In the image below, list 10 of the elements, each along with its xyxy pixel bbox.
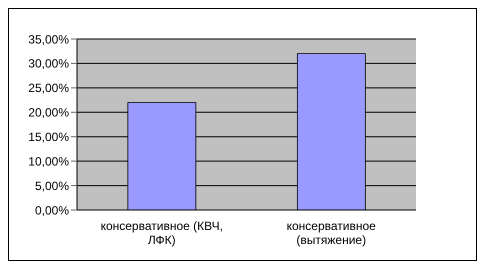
y-tick-label: 35,00% [28, 32, 70, 46]
x-tick-label: консервативное (вытяжение) [286, 219, 376, 247]
y-tick-label: 5,00% [34, 178, 70, 193]
y-tick-label: 25,00% [28, 81, 70, 96]
x-tick-label: консервативное (КВЧ, ЛФК) [100, 219, 223, 247]
y-tick-label: 0,00% [34, 203, 70, 218]
y-tick-label: 10,00% [28, 154, 70, 168]
y-tick-label: 15,00% [28, 130, 70, 144]
y-tick-label: 30,00% [28, 56, 70, 71]
y-tick-label: 20,00% [28, 106, 70, 120]
